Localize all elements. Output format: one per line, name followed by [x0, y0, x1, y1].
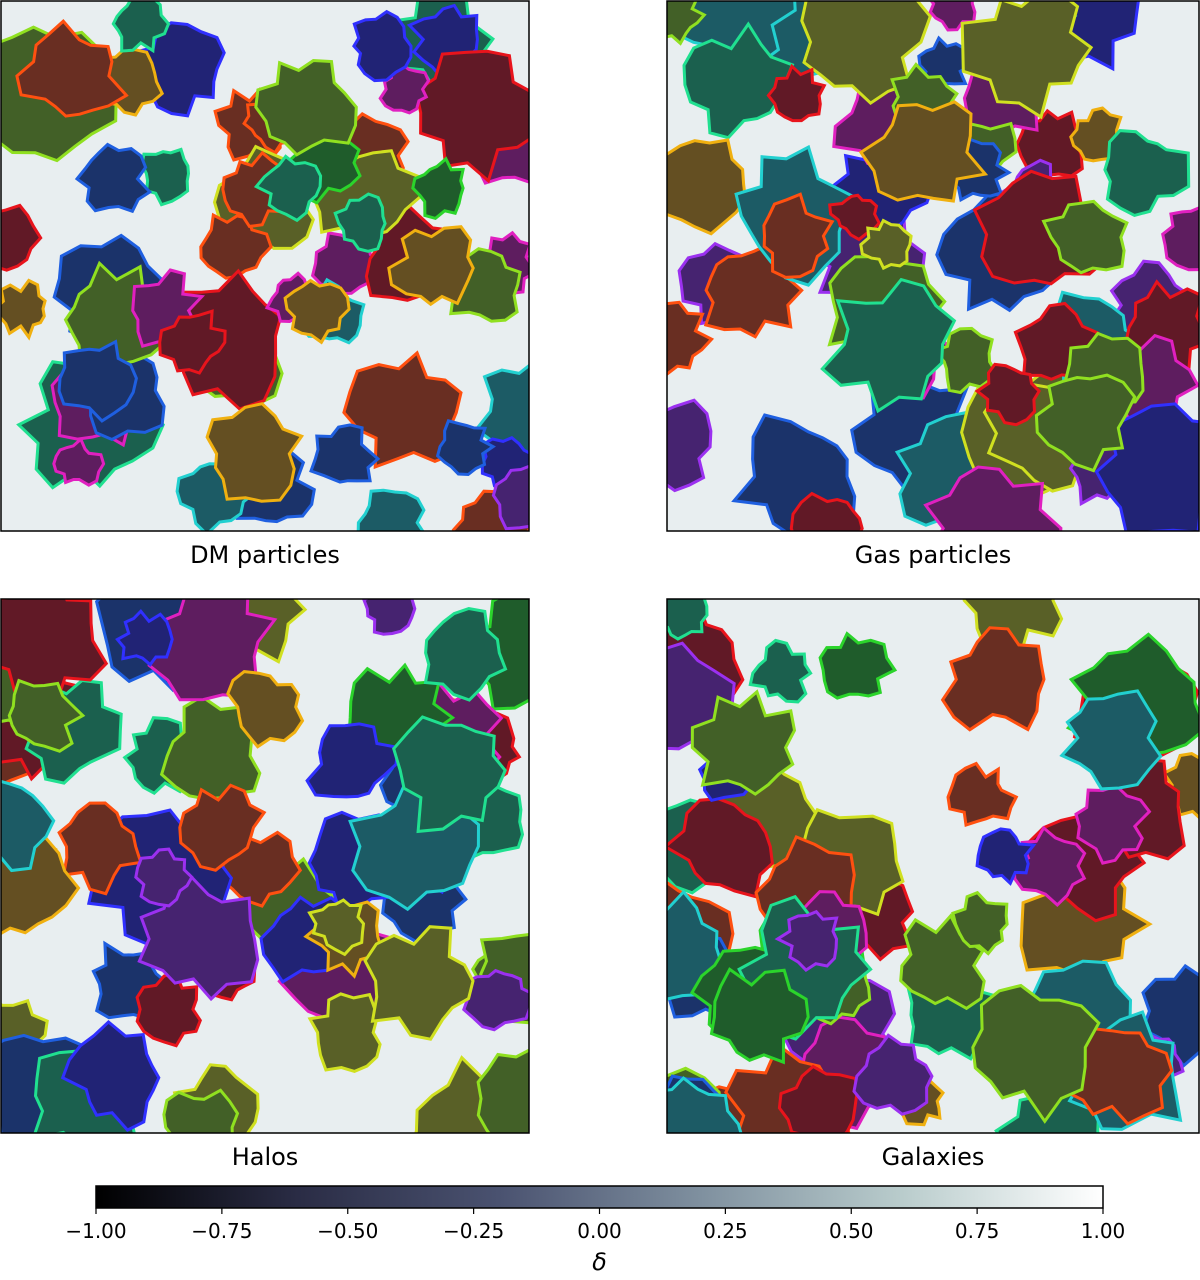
panel-image: [0, 558, 598, 1197]
colorbar-tick-label: 0.50: [829, 1219, 874, 1243]
panel-caption: Gas particles: [855, 541, 1011, 569]
void-outline: [656, 585, 707, 639]
panel-caption: DM particles: [190, 541, 340, 569]
colorbar-tick-label: 1.00: [1081, 1219, 1126, 1243]
colorbar-tick-label: −0.75: [191, 1219, 252, 1243]
panel-caption: Halos: [232, 1143, 299, 1171]
panel-image: [608, 546, 1200, 1191]
colorbar: [96, 1186, 1103, 1208]
colorbar-tick-label: 0.75: [955, 1219, 1000, 1243]
colorbar-label: δ: [592, 1248, 607, 1276]
colorbar-tick-label: 0.25: [703, 1219, 748, 1243]
colorbar-tick-label: −0.50: [317, 1219, 378, 1243]
panel-image: [0, 0, 578, 574]
panel-image: [620, 0, 1200, 601]
colorbar-tick-label: −0.25: [443, 1219, 504, 1243]
colorbar-tick-label: 0.00: [577, 1219, 622, 1243]
panel-caption: Galaxies: [882, 1143, 985, 1171]
void-outline: [164, 1090, 238, 1166]
colorbar-tick-label: −1.00: [65, 1219, 126, 1243]
void-outline: [620, 400, 711, 490]
